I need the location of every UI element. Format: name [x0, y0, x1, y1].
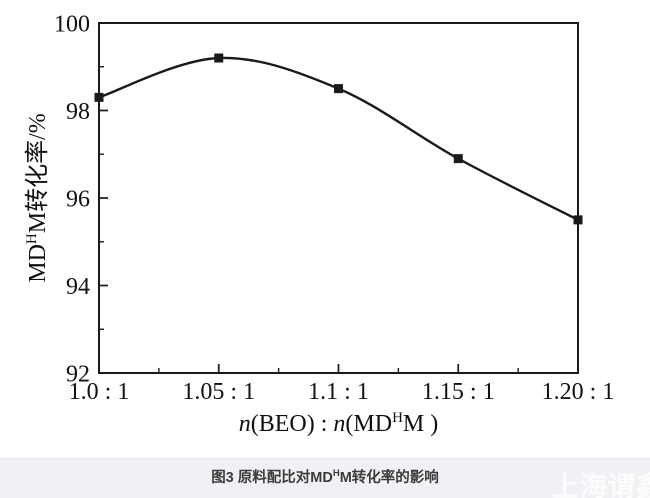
x-axis-tick-label: 1.15 : 1 — [422, 379, 495, 405]
x-axis-title: n(BEO) : n(MDH​M ) — [239, 410, 439, 437]
x-axis-tick-label: 1.1 : 1 — [308, 379, 369, 405]
y-axis-tick-label: 96 — [66, 186, 90, 212]
caption-superscript: H — [332, 468, 340, 480]
data-series-line — [98, 56, 579, 221]
data-point-marker — [453, 154, 463, 164]
y-axis-title: MDH​M转化率/% — [24, 113, 51, 283]
data-point-marker — [214, 53, 224, 63]
x-axis-tick-label: 1.20 : 1 — [542, 379, 615, 405]
caption-text-pre: 图3 原料配比对MD — [211, 470, 333, 486]
data-point-marker — [573, 215, 583, 225]
line-chart: 92 94 96 98 100 1.0 : 1 1.05 : 1 1.1 : 1 1.15 : … — [24, 11, 615, 437]
y-axis-tick-label: 98 — [66, 99, 90, 125]
y-axis-tick-label: 100 — [54, 11, 90, 37]
data-point-marker — [94, 92, 104, 102]
y-axis-tick-label: 94 — [66, 274, 90, 300]
caption-text-post: M转化率的影响 — [339, 470, 439, 486]
x-axis-tick-label: 1.0 : 1 — [69, 379, 130, 405]
y-axis-tick-label: 92 — [66, 361, 90, 387]
figure-caption: 图3 原料配比对MDHM转化率的影响 — [0, 459, 650, 498]
x-axis-tick-label: 1.05 : 1 — [182, 379, 255, 405]
figure-caption-bar: 图3 原料配比对MDHM转化率的影响 上海谓鑫 — [0, 458, 650, 498]
plot-frame — [98, 22, 579, 374]
chart-canvas: 92 94 96 98 100 1.0 : 1 1.05 : 1 1.1 : 1 1.15 : … — [24, 11, 615, 437]
data-point-marker — [334, 84, 343, 94]
